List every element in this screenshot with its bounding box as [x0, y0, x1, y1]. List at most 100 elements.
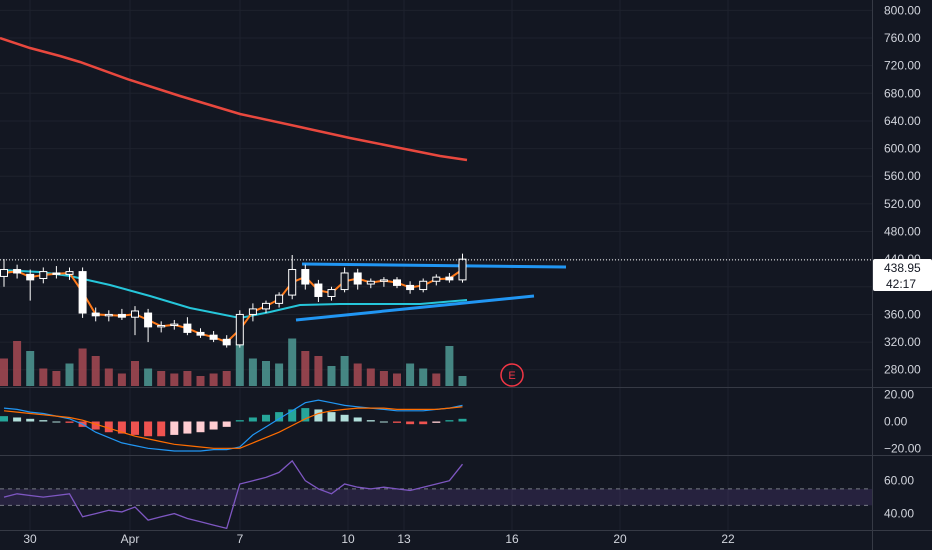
- macd-histogram-bar: [406, 421, 415, 425]
- earnings-label[interactable]: E: [508, 370, 515, 382]
- macd-histogram-bar: [393, 421, 401, 423]
- candle-body: [157, 324, 166, 328]
- volume-bar: [393, 373, 401, 386]
- volume-bar: [235, 341, 244, 386]
- macd-signal-line: [3, 406, 463, 449]
- volume-bar: [39, 368, 48, 386]
- macd-histogram-bar: [26, 418, 35, 422]
- macd-histogram-bar: [340, 414, 349, 422]
- volume-bar: [379, 371, 388, 386]
- macd-histogram-bar: [262, 414, 270, 422]
- price-tick-label: 320.00: [884, 335, 921, 349]
- volume-bar: [366, 368, 375, 386]
- candle-body: [26, 273, 35, 281]
- candle-body: [131, 310, 139, 318]
- candle-body: [445, 276, 454, 281]
- earnings-marker[interactable]: E: [500, 363, 524, 387]
- volume-bar: [327, 366, 336, 386]
- macd-histogram-bar: [39, 420, 48, 422]
- macd-histogram-bar: [117, 421, 126, 434]
- candle-body: [52, 272, 61, 275]
- resistance-trendline[interactable]: [301, 262, 567, 269]
- volume-bar: [406, 363, 415, 386]
- volume-bar: [445, 346, 454, 386]
- price-tick-label: 520.00: [884, 197, 921, 211]
- macd-histogram-bar: [209, 421, 218, 430]
- candle-body: [91, 312, 100, 317]
- macd-histogram-bar: [327, 412, 336, 422]
- price-tick-label: 560.00: [884, 169, 921, 183]
- time-axis[interactable]: 30 Apr 7 10 13 16 20 22: [23, 532, 735, 546]
- macd-axis[interactable]: 20.00 0.00 −20.00: [884, 388, 921, 456]
- candle-body: [117, 313, 126, 318]
- time-tick-label: 22: [721, 532, 735, 546]
- macd-histogram-bar: [314, 409, 323, 422]
- price-tick-label: 600.00: [884, 142, 921, 156]
- rsi-axis[interactable]: 60.00 40.00: [884, 474, 914, 521]
- macd-histogram-bar: [458, 418, 467, 422]
- trendlines[interactable]: [295, 262, 567, 322]
- price-tick-label: 760.00: [884, 31, 921, 45]
- last-price-value: 438.95: [884, 261, 921, 275]
- candle-body: [78, 271, 87, 314]
- candle-body: [104, 313, 113, 317]
- candle-body: [39, 271, 48, 280]
- volume-bar: [26, 351, 35, 386]
- volume-bar: [131, 361, 139, 386]
- macd-histogram-bar: [65, 421, 74, 423]
- rsi-line: [3, 459, 464, 530]
- macd-histogram-bar: [235, 420, 244, 422]
- volume-bar: [78, 348, 87, 386]
- volume-bar: [13, 341, 22, 386]
- macd-histogram-bar: [419, 421, 428, 425]
- macd-histogram-bar: [288, 409, 297, 422]
- price-tick-label: 360.00: [884, 307, 921, 321]
- macd-histogram-bar: [196, 421, 205, 433]
- macd-tick-label: −20.00: [884, 441, 921, 455]
- candle-body: [458, 258, 467, 281]
- volume-bar: [314, 356, 323, 386]
- candle-body: [209, 334, 218, 340]
- price-tick-label: 280.00: [884, 363, 921, 377]
- time-tick-label: 16: [505, 532, 519, 546]
- volume-bar: [340, 356, 349, 386]
- time-tick-label: 13: [397, 532, 411, 546]
- candle-body: [393, 279, 401, 286]
- volume-bar: [248, 358, 257, 386]
- candle-body: [235, 313, 244, 346]
- earnings-circle[interactable]: [500, 363, 524, 387]
- rsi-band: [0, 488, 872, 506]
- time-tick-label: 7: [237, 532, 244, 546]
- candle-body: [65, 271, 74, 275]
- time-tick-label: Apr: [121, 532, 140, 546]
- volume-bar: [104, 368, 113, 386]
- rsi-tick-label: 40.00: [884, 507, 914, 521]
- macd-histogram-bar: [52, 421, 61, 423]
- support-trendline[interactable]: [295, 294, 535, 322]
- macd-histogram-bar: [157, 421, 166, 437]
- grid: [0, 0, 872, 530]
- volume-bar: [52, 371, 61, 386]
- volume-bar: [183, 371, 192, 386]
- macd-histogram-bar: [0, 416, 8, 422]
- volume-bar: [117, 373, 126, 386]
- macd-histogram-bar: [301, 408, 310, 422]
- volume-bar: [262, 361, 270, 386]
- macd-histogram-bar: [275, 412, 284, 422]
- volume-bar: [419, 368, 428, 386]
- price-tick-label: 680.00: [884, 86, 921, 100]
- candle-body: [222, 338, 231, 346]
- candle-body: [183, 323, 192, 333]
- last-price-tag: 438.95 42:17: [873, 259, 932, 291]
- ma-200-line: [0, 36, 468, 162]
- candle-body: [288, 269, 297, 296]
- macd-pane: [0, 399, 467, 452]
- candle-body: [0, 269, 8, 277]
- rsi-tick-label: 60.00: [884, 474, 914, 488]
- candle-body: [13, 269, 22, 274]
- volume-bars: [0, 338, 467, 386]
- macd-histogram-bar: [366, 420, 375, 422]
- countdown-value: 42:17: [886, 277, 916, 291]
